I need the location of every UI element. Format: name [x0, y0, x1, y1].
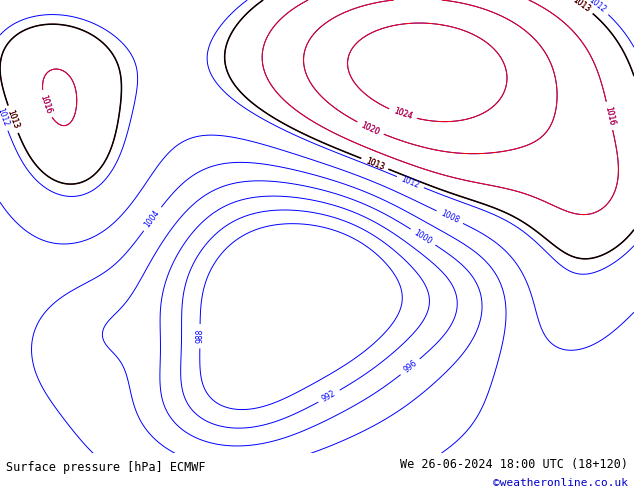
Text: 988: 988: [195, 329, 205, 343]
Text: We 26-06-2024 18:00 UTC (18+120): We 26-06-2024 18:00 UTC (18+120): [399, 458, 628, 471]
Text: 1024: 1024: [392, 107, 413, 122]
Text: 1013: 1013: [364, 156, 385, 171]
Text: 996: 996: [402, 359, 418, 375]
Text: 1004: 1004: [143, 208, 162, 229]
Text: 1000: 1000: [413, 228, 434, 246]
Text: 1016: 1016: [39, 94, 53, 115]
Text: 1013: 1013: [364, 156, 385, 171]
Text: 1013: 1013: [6, 109, 20, 130]
Text: 1012: 1012: [587, 0, 607, 15]
Text: 1016: 1016: [603, 105, 616, 126]
Text: 1013: 1013: [571, 0, 592, 14]
Text: 1013: 1013: [571, 0, 592, 14]
Text: 1012: 1012: [400, 174, 421, 190]
Text: 1016: 1016: [39, 94, 53, 115]
Text: 1008: 1008: [439, 209, 460, 225]
Text: 992: 992: [321, 389, 337, 404]
Text: 1024: 1024: [392, 107, 413, 122]
Text: 1012: 1012: [0, 106, 10, 127]
Text: ©weatheronline.co.uk: ©weatheronline.co.uk: [493, 478, 628, 489]
Text: 1016: 1016: [603, 105, 616, 126]
Text: 1020: 1020: [359, 120, 381, 137]
Text: Surface pressure [hPa] ECMWF: Surface pressure [hPa] ECMWF: [6, 462, 206, 474]
Text: 1013: 1013: [6, 109, 20, 130]
Text: 1020: 1020: [359, 120, 381, 137]
